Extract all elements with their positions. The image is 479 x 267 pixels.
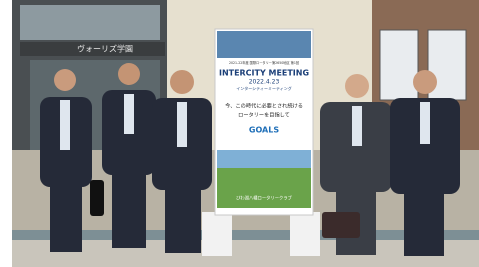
banner-header: 2021-22年度 国際ロータリー第2650地区 第1回 (229, 60, 299, 65)
banner-photos (217, 31, 311, 58)
banner-sky (217, 150, 311, 168)
suitcase (322, 212, 360, 238)
slogan-line: ロータリーを目指して (238, 111, 290, 119)
window (380, 30, 418, 100)
banner-host: びわ湖八幡ロータリークラブ (236, 195, 293, 202)
banner-subtitle: インターシティーミーティング (236, 85, 291, 91)
left-border (0, 0, 12, 267)
window-band (20, 5, 160, 40)
goals-logo: GOALS (249, 126, 279, 135)
banner-title: INTERCITY MEETING (219, 69, 309, 78)
building-sign: ヴォーリズ学園 (77, 44, 133, 54)
page: ヴォーリズ学園 2021-22年度 国際ロータリー第2650地区 第1回 INT… (0, 0, 479, 267)
stand-base (290, 212, 320, 256)
slogan-line: 今、この時代に必要とされ続ける (225, 102, 303, 110)
stand-base (202, 212, 232, 256)
bag (90, 180, 104, 216)
photo: ヴォーリズ学園 2021-22年度 国際ロータリー第2650地区 第1回 INT… (0, 0, 479, 267)
banner-date: 2022.4.23 (249, 79, 280, 86)
